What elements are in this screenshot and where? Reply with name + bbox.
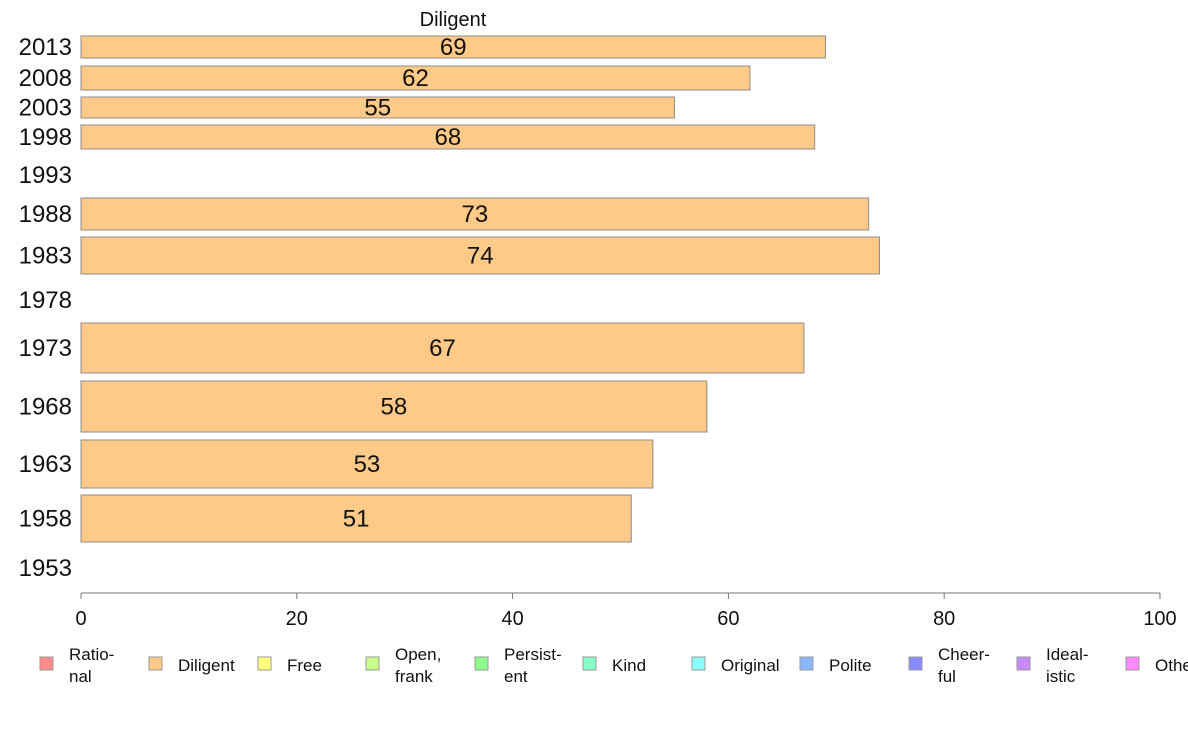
legend-label: Persist-ent <box>504 645 562 686</box>
bar-value-label: 53 <box>354 451 381 478</box>
x-tick-label: 0 <box>75 608 86 630</box>
legend-swatch <box>148 656 163 671</box>
bar <box>80 439 654 489</box>
year-label: 1963 <box>19 451 72 478</box>
bar <box>80 494 632 543</box>
year-label: 2003 <box>19 95 72 122</box>
year-label: 1993 <box>19 162 72 189</box>
bar <box>80 96 675 119</box>
legend-swatch <box>908 656 923 671</box>
legend-label: Diligent <box>178 656 235 675</box>
bar-value-label: 69 <box>440 34 467 61</box>
year-label: 1953 <box>19 555 72 582</box>
bar-value-label: 74 <box>467 243 494 270</box>
bar-value-label: 58 <box>381 394 408 421</box>
x-tick-label: 60 <box>717 608 739 630</box>
year-label: 2013 <box>19 34 72 61</box>
x-tick-label: 40 <box>501 608 523 630</box>
bar <box>80 197 870 231</box>
chart-title: Diligent <box>420 9 487 31</box>
year-label: 1958 <box>19 506 72 533</box>
bar <box>80 65 751 91</box>
x-tick-label: 80 <box>933 608 955 630</box>
legend-swatch <box>582 656 597 671</box>
x-axis: 0 20 40 60 80 100 <box>75 592 1177 630</box>
year-label: 1978 <box>19 287 72 314</box>
bars-group: 69 62 55 68 73 74 67 58 53 51 <box>80 34 880 543</box>
legend-label: Kind <box>612 656 646 675</box>
year-label: 1973 <box>19 335 72 362</box>
legend-swatch <box>1125 656 1140 671</box>
legend-swatch <box>257 656 272 671</box>
bar-value-label: 68 <box>435 124 462 151</box>
legend-swatch <box>474 656 489 671</box>
legend-swatch <box>799 656 814 671</box>
legend-label: Cheer-ful <box>938 645 990 686</box>
legend-label: Original <box>721 656 780 675</box>
legend-label: Ideal-istic <box>1046 645 1089 686</box>
bar <box>80 35 827 59</box>
legend: Ratio-nal Diligent Free Open, frank Persist-e… <box>39 645 1188 686</box>
legend-swatch <box>691 656 706 671</box>
year-label: 2008 <box>19 65 72 92</box>
year-label: 1998 <box>19 124 72 151</box>
bar-value-label: 62 <box>402 65 429 92</box>
legend-label: Other <box>1155 656 1188 675</box>
legend-swatch <box>39 656 54 671</box>
bar-value-label: 51 <box>343 506 370 533</box>
year-label: 1988 <box>19 201 72 228</box>
bar-value-label: 67 <box>429 335 456 362</box>
legend-swatch <box>365 656 380 671</box>
bar-value-label: 55 <box>364 95 391 122</box>
bar <box>80 124 816 150</box>
year-label: 1968 <box>19 394 72 421</box>
bar <box>80 380 708 433</box>
year-label: 1983 <box>19 243 72 270</box>
x-tick-label: 20 <box>286 608 308 630</box>
legend-label: Open, frank <box>395 645 441 686</box>
x-tick-label: 100 <box>1143 608 1176 630</box>
legend-label: Ratio-nal <box>69 645 114 686</box>
bar-value-label: 73 <box>461 201 488 228</box>
legend-swatch <box>1016 656 1031 671</box>
legend-label: Free <box>287 656 322 675</box>
bar <box>80 322 805 374</box>
legend-label: Polite <box>829 656 872 675</box>
bar <box>80 236 880 275</box>
